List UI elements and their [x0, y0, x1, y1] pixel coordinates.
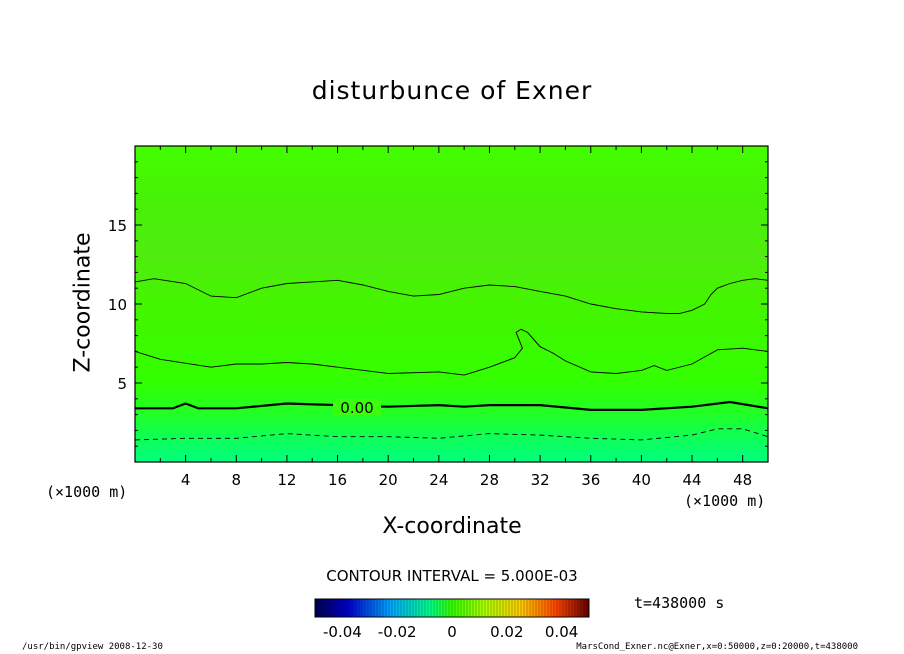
x-tick-label: 44	[682, 471, 701, 489]
contour-interval-label: CONTOUR INTERVAL = 5.000E-03	[326, 567, 578, 585]
colorbar-tick-label: 0	[447, 623, 457, 641]
x-tick-label: 48	[733, 471, 752, 489]
x-tick-label: 28	[480, 471, 499, 489]
y-axis-label: Z-coordinate	[70, 232, 96, 373]
colorbar-tick-label: 0.02	[490, 623, 523, 641]
zero-label-bg	[333, 399, 381, 415]
contour-lines	[135, 278, 768, 441]
x-tick-label: 8	[232, 471, 242, 489]
x-tick-label: 16	[328, 471, 347, 489]
x-tick-label: 12	[277, 471, 296, 489]
x-tick-label: 4	[181, 471, 191, 489]
chart-title: disturbunce of Exner	[311, 76, 593, 105]
colorbar-stripes	[316, 600, 588, 616]
x-tick-label: 36	[581, 471, 600, 489]
zero-contour-label: 0.00	[340, 399, 373, 417]
plot-field	[135, 146, 768, 462]
y-tick-label: 10	[108, 296, 127, 314]
x-tick-label: 40	[632, 471, 651, 489]
colorbar-ticks: -0.04 -0.02 0 0.02 0.04	[323, 623, 578, 641]
x-tick-label: 20	[379, 471, 398, 489]
colorbar-tick-label: -0.02	[378, 623, 417, 641]
time-label: t=438000 s	[634, 594, 725, 612]
y-tick-label: 5	[117, 375, 127, 393]
x-unit-label-left: (×1000 m)	[46, 483, 128, 501]
colorbar-tick-label: -0.04	[323, 623, 362, 641]
footer-source: MarsCond_Exner.nc@Exner,x=0:50000,z=0:20…	[576, 642, 858, 652]
x-tick-label: 24	[429, 471, 448, 489]
x-axis-label: X-coordinate	[382, 514, 522, 539]
y-tick-label: 15	[108, 217, 127, 235]
footer-program: /usr/bin/gpview 2008-12-30	[22, 642, 163, 652]
x-tick-label: 32	[531, 471, 550, 489]
colorbar-tick-label: 0.04	[545, 623, 578, 641]
contour-line--0_005	[135, 428, 768, 441]
contour-line-0_01	[135, 278, 768, 314]
contour-line-0	[135, 400, 768, 411]
contour-line-0_005	[135, 328, 768, 376]
x-unit-label-right: (×1000 m)	[684, 492, 766, 510]
colorbar	[314, 598, 590, 618]
